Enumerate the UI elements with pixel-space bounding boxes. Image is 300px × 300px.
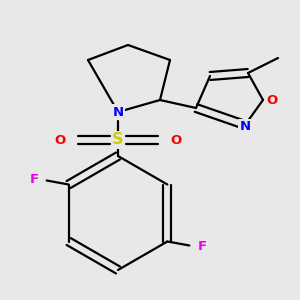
Text: N: N — [239, 121, 250, 134]
Text: O: O — [54, 134, 66, 146]
Text: F: F — [30, 173, 39, 186]
Text: S: S — [112, 133, 124, 148]
Text: O: O — [170, 134, 182, 146]
Text: O: O — [266, 94, 278, 106]
Text: N: N — [112, 106, 124, 118]
Text: F: F — [198, 240, 207, 253]
